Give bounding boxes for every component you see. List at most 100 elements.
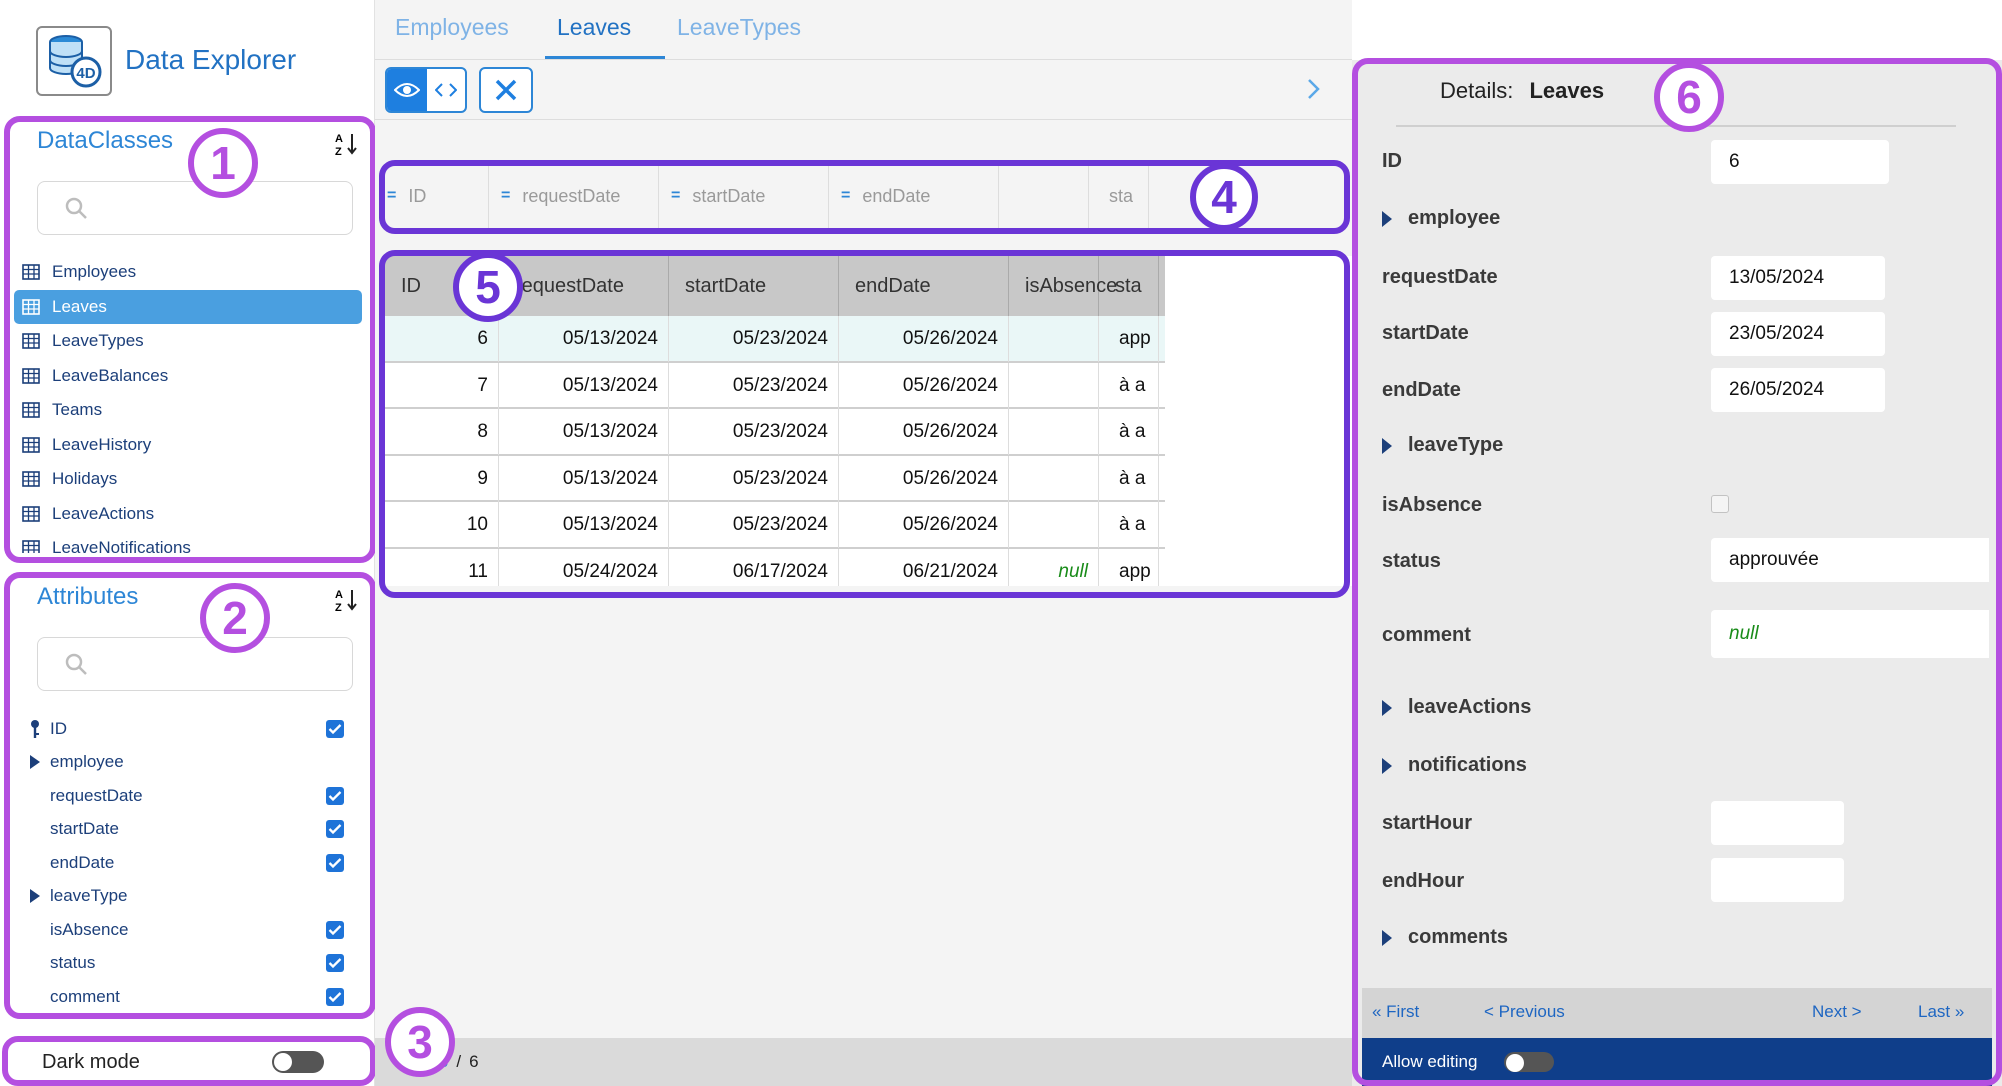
tab-employees[interactable]: Employees	[395, 14, 509, 40]
detail-starthour-field[interactable]	[1711, 801, 1844, 845]
attribute-checkbox[interactable]	[326, 954, 344, 973]
active-tab-indicator	[545, 56, 665, 59]
dataclass-item[interactable]: Employees	[14, 255, 362, 290]
attribute-checkbox[interactable]	[326, 987, 344, 1006]
dataclass-item[interactable]: Leaves	[14, 289, 362, 324]
dataclass-item-label: LeaveActions	[52, 503, 155, 523]
attribute-item[interactable]: requestDate	[20, 779, 360, 813]
equals-operator-icon[interactable]: =	[387, 187, 397, 204]
filter-field[interactable]: = ID	[375, 162, 489, 230]
dataclass-item[interactable]: LeaveActions	[14, 497, 362, 532]
tab-bar: Employees Leaves LeaveTypes	[375, 0, 1352, 60]
nav-previous-link[interactable]: < Previous	[1484, 1002, 1565, 1021]
dataclass-item[interactable]: LeaveHistory	[14, 428, 362, 463]
detail-comments-relation[interactable]: comments	[1382, 926, 1508, 949]
detail-endhour-field[interactable]	[1711, 858, 1844, 902]
attribute-label: startDate	[50, 819, 119, 839]
key-icon	[20, 719, 50, 739]
attributes-search-input[interactable]	[37, 637, 353, 691]
dataclass-item[interactable]: LeaveTypes	[14, 324, 362, 359]
expand-triangle-icon[interactable]	[20, 754, 50, 770]
detail-leaveactions-relation[interactable]: leaveActions	[1382, 696, 1531, 719]
chevron-right-icon[interactable]	[1307, 78, 1321, 106]
attribute-item[interactable]: employee	[20, 746, 360, 780]
dataclass-item[interactable]: Holidays	[14, 462, 362, 497]
main-area: Employees Leaves LeaveTypes = ID = requestD…	[375, 0, 1352, 1086]
attribute-label: endDate	[50, 852, 115, 872]
detail-id-field[interactable]: 6	[1711, 140, 1889, 184]
detail-employee-relation[interactable]: employee	[1382, 207, 1500, 230]
dataclasses-search-input[interactable]	[37, 181, 353, 235]
equals-operator-icon[interactable]: =	[841, 187, 851, 204]
table-cell-id: 9	[385, 455, 499, 502]
attribute-checkbox[interactable]	[326, 786, 344, 805]
table-row[interactable]: 8 05/13/2024 05/23/2024 05/26/2024 à a	[385, 409, 1165, 456]
table-row[interactable]: 11 05/24/2024 06/17/2024 06/21/2024 null app	[385, 548, 1165, 586]
attribute-item[interactable]: status	[20, 947, 360, 981]
tab-leaves[interactable]: Leaves	[557, 14, 632, 40]
filter-field[interactable]: = startDate	[659, 162, 829, 230]
attribute-item[interactable]: ID	[20, 712, 360, 746]
detail-leaveactions-label: leaveActions	[1408, 696, 1532, 718]
equals-operator-icon[interactable]: =	[501, 187, 511, 204]
filter-field[interactable]	[999, 162, 1089, 230]
dataclass-item-label: LeaveNotifications	[52, 538, 191, 553]
attribute-checkbox[interactable]	[326, 920, 344, 939]
detail-startdate-field[interactable]: 23/05/2024	[1711, 312, 1885, 356]
table-row[interactable]: 7 05/13/2024 05/23/2024 05/26/2024 à a	[385, 362, 1165, 409]
detail-isabsence-checkbox[interactable]	[1711, 495, 1729, 513]
attributes-list: ID employee requestDate startDate endDate lea…	[20, 712, 360, 1008]
table-row[interactable]: 10 05/13/2024 05/23/2024 05/26/2024 à a	[385, 502, 1165, 549]
column-header[interactable]: requestDate	[499, 256, 669, 316]
detail-leavetype-relation[interactable]: leaveType	[1382, 434, 1503, 457]
attribute-item[interactable]: comment	[20, 980, 360, 1008]
filter-field[interactable]: sta	[1089, 162, 1149, 230]
table-icon	[22, 505, 40, 522]
dataclass-item[interactable]: Teams	[14, 393, 362, 428]
nav-last-link[interactable]: Last »	[1918, 1002, 1965, 1021]
eye-icon[interactable]	[387, 69, 427, 111]
code-icon[interactable]	[427, 69, 465, 111]
dataclass-item[interactable]: LeaveBalances	[14, 359, 362, 394]
nav-first-link[interactable]: « First	[1372, 1002, 1420, 1021]
table-cell-startdate: 05/23/2024	[669, 502, 839, 548]
nav-next-link[interactable]: Next >	[1812, 1002, 1862, 1021]
table-row[interactable]: 9 05/13/2024 05/23/2024 05/26/2024 à a	[385, 455, 1165, 502]
allow-editing-toggle[interactable]	[1504, 1052, 1554, 1072]
tab-leavetypes[interactable]: LeaveTypes	[677, 14, 802, 40]
detail-comment-field[interactable]: null	[1711, 610, 1989, 658]
filter-field[interactable]: = endDate	[829, 162, 999, 230]
attribute-item[interactable]: leaveType	[20, 880, 360, 914]
attribute-checkbox[interactable]	[326, 820, 344, 839]
column-header[interactable]: isAbsence	[1009, 256, 1117, 316]
equals-operator-icon[interactable]: =	[671, 187, 681, 204]
table-icon	[22, 333, 40, 350]
result-separator: /	[456, 1052, 462, 1071]
close-button[interactable]	[479, 67, 533, 113]
callout-5: 5	[453, 252, 523, 322]
darkmode-toggle[interactable]	[272, 1051, 324, 1073]
attribute-checkbox[interactable]	[326, 853, 344, 872]
column-header[interactable]: sta	[1099, 256, 1159, 316]
attribute-item[interactable]: isAbsence	[20, 913, 360, 947]
expand-triangle-icon[interactable]	[20, 888, 50, 904]
detail-requestdate-field[interactable]: 13/05/2024	[1711, 256, 1885, 300]
dataclass-item-label: LeaveBalances	[52, 365, 169, 385]
detail-enddate-field[interactable]: 26/05/2024	[1711, 368, 1885, 412]
table-cell-requestdate: 05/24/2024	[499, 548, 669, 586]
attribute-item[interactable]: endDate	[20, 846, 360, 880]
detail-notifications-relation[interactable]: notifications	[1382, 754, 1527, 777]
table-cell-startdate: 05/23/2024	[669, 362, 839, 409]
attribute-checkbox[interactable]	[326, 719, 344, 738]
attribute-item[interactable]: startDate	[20, 813, 360, 847]
column-header[interactable]: startDate	[669, 256, 839, 316]
detail-status-field[interactable]: approuvée	[1711, 538, 1989, 582]
dataclass-item[interactable]: LeaveNotifications	[14, 531, 362, 553]
filter-field[interactable]: = requestDate	[489, 162, 659, 230]
expand-triangle-icon	[1382, 757, 1392, 774]
column-header[interactable]: endDate	[839, 256, 1009, 316]
table-row[interactable]: 6 05/13/2024 05/23/2024 05/26/2024 app	[385, 316, 1165, 363]
darkmode-label: Dark mode	[42, 1050, 140, 1073]
